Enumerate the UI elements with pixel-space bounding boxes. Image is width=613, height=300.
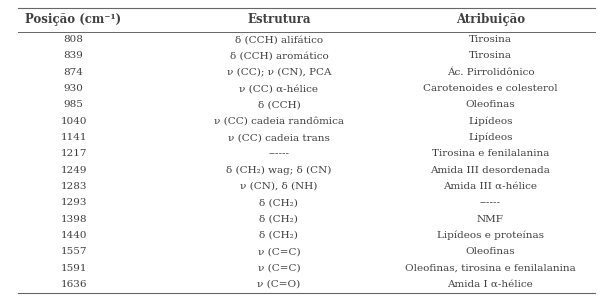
Text: 808: 808 (64, 35, 83, 44)
Text: δ (CH₂): δ (CH₂) (259, 231, 299, 240)
Text: Amida III desordenada: Amida III desordenada (430, 166, 550, 175)
Text: Tirosina: Tirosina (469, 35, 512, 44)
Text: 1283: 1283 (60, 182, 87, 191)
Text: ν (CC); ν (CN), PCA: ν (CC); ν (CN), PCA (227, 68, 331, 77)
Text: ν (CN), δ (NH): ν (CN), δ (NH) (240, 182, 318, 191)
Text: Oleofinas: Oleofinas (466, 247, 515, 256)
Text: Lipídeos: Lipídeos (468, 133, 512, 142)
Text: Amida I α-hélice: Amida I α-hélice (447, 280, 533, 289)
Text: 985: 985 (64, 100, 83, 109)
Text: 1591: 1591 (60, 263, 87, 272)
Text: δ (CH₂) wag; δ (CN): δ (CH₂) wag; δ (CN) (226, 166, 332, 175)
Text: 1557: 1557 (60, 247, 87, 256)
Text: δ (CCH): δ (CCH) (257, 100, 300, 109)
Text: 1249: 1249 (60, 166, 87, 175)
Text: Carotenoides e colesterol: Carotenoides e colesterol (423, 84, 558, 93)
Text: ------: ------ (480, 198, 501, 207)
Text: ν (CC) cadeia trans: ν (CC) cadeia trans (228, 133, 330, 142)
Text: NMF: NMF (477, 214, 504, 224)
Text: 1636: 1636 (60, 280, 87, 289)
Text: Tirosina: Tirosina (469, 52, 512, 61)
Text: 930: 930 (64, 84, 83, 93)
Text: ------: ------ (268, 149, 289, 158)
Text: Lipídeos: Lipídeos (468, 116, 512, 126)
Text: ν (CC) α-hélice: ν (CC) α-hélice (240, 84, 318, 93)
Text: 1440: 1440 (60, 231, 87, 240)
Text: Posição (cm⁻¹): Posição (cm⁻¹) (26, 13, 121, 26)
Text: δ (CCH) alifático: δ (CCH) alifático (235, 35, 323, 44)
Text: ν (C=C): ν (C=C) (257, 247, 300, 256)
Text: 1293: 1293 (60, 198, 87, 207)
Text: Oleofinas: Oleofinas (466, 100, 515, 109)
Text: 1141: 1141 (60, 133, 87, 142)
Text: 874: 874 (64, 68, 83, 77)
Text: Ác. Pirrolidônico: Ác. Pirrolidônico (447, 68, 534, 77)
Text: 839: 839 (64, 52, 83, 61)
Text: ν (C=C): ν (C=C) (257, 263, 300, 272)
Text: Lipídeos e proteínas: Lipídeos e proteínas (437, 231, 544, 240)
Text: 1040: 1040 (60, 117, 87, 126)
Text: Amida III α-hélice: Amida III α-hélice (443, 182, 538, 191)
Text: ν (CC) cadeia randômica: ν (CC) cadeia randômica (214, 117, 344, 126)
Text: Atribuição: Atribuição (456, 13, 525, 26)
Text: 1398: 1398 (60, 214, 87, 224)
Text: δ (CCH) aromático: δ (CCH) aromático (229, 52, 329, 61)
Text: δ (CH₂): δ (CH₂) (259, 214, 299, 224)
Text: 1217: 1217 (60, 149, 87, 158)
Text: δ (CH₂): δ (CH₂) (259, 198, 299, 207)
Text: Estrutura: Estrutura (247, 13, 311, 26)
Text: ν (C=O): ν (C=O) (257, 280, 300, 289)
Text: Tirosina e fenilalanina: Tirosina e fenilalanina (432, 149, 549, 158)
Text: Oleofinas, tirosina e fenilalanina: Oleofinas, tirosina e fenilalanina (405, 263, 576, 272)
